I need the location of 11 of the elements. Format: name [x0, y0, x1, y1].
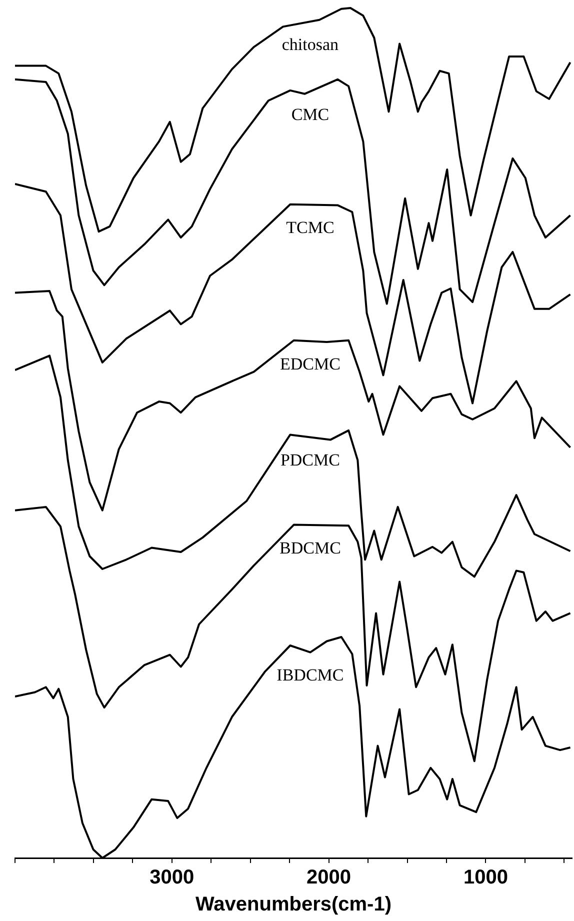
x-tick-label: 1000 — [463, 866, 508, 889]
series-label: BDCMC — [280, 538, 341, 558]
series-label: PDCMC — [280, 450, 340, 470]
x-tick-label: 3000 — [150, 866, 194, 889]
series-label: IBDCMC — [276, 666, 344, 685]
series-label: chitosan — [282, 35, 340, 54]
series-label: TCMC — [286, 218, 334, 238]
x-axis-title: Wavenumbers(cm-1) — [196, 894, 392, 916]
series-label: EDCMC — [280, 354, 340, 374]
x-tick-label: 2000 — [306, 866, 352, 889]
series-label: CMC — [291, 104, 330, 124]
